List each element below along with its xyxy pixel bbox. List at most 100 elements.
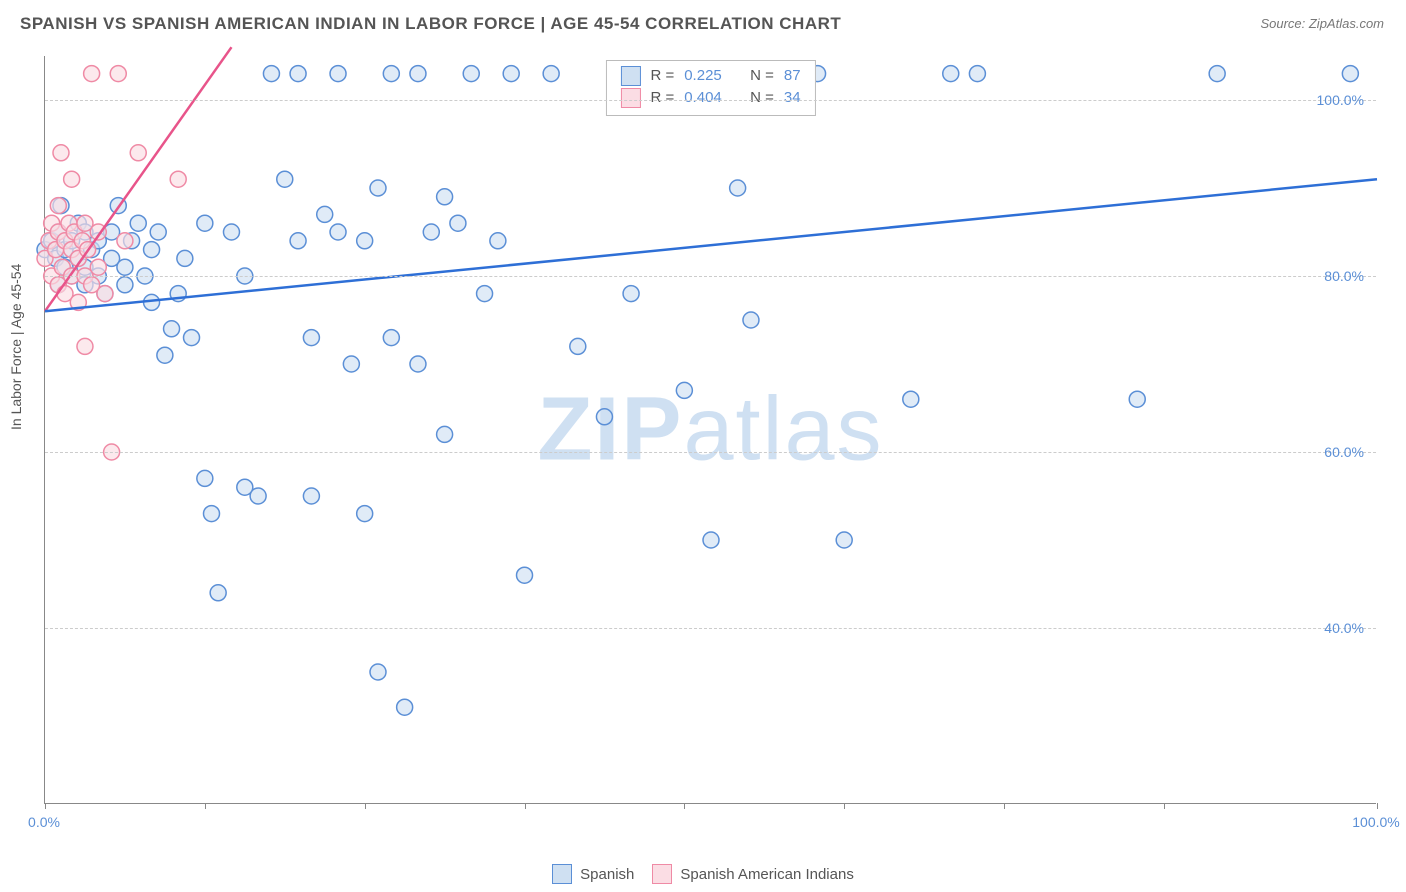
scatter-point bbox=[730, 180, 746, 196]
x-tick bbox=[1004, 803, 1005, 809]
scatter-point bbox=[204, 506, 220, 522]
stats-row-sai: R = 0.404 N = 34 bbox=[620, 87, 800, 109]
legend-item-sai: Spanish American Indians bbox=[652, 864, 853, 884]
y-tick-label: 60.0% bbox=[1324, 444, 1364, 460]
scatter-point bbox=[77, 338, 93, 354]
scatter-point bbox=[210, 585, 226, 601]
scatter-point bbox=[50, 198, 66, 214]
gridline-h bbox=[45, 100, 1376, 101]
scatter-point bbox=[223, 224, 239, 240]
x-tick bbox=[205, 803, 206, 809]
scatter-point bbox=[170, 171, 186, 187]
scatter-point bbox=[110, 66, 126, 82]
scatter-point bbox=[277, 171, 293, 187]
x-tick bbox=[1377, 803, 1378, 809]
x-tick bbox=[684, 803, 685, 809]
scatter-point bbox=[969, 66, 985, 82]
scatter-point bbox=[117, 277, 133, 293]
y-tick-label: 80.0% bbox=[1324, 268, 1364, 284]
swatch-spanish bbox=[620, 66, 640, 86]
scatter-point bbox=[343, 356, 359, 372]
r-value-sai: 0.404 bbox=[684, 87, 722, 109]
scatter-point bbox=[330, 66, 346, 82]
scatter-point bbox=[144, 242, 160, 258]
scatter-point bbox=[303, 330, 319, 346]
stats-row-spanish: R = 0.225 N = 87 bbox=[620, 65, 800, 87]
scatter-point bbox=[370, 664, 386, 680]
scatter-point bbox=[703, 532, 719, 548]
scatter-point bbox=[84, 66, 100, 82]
chart-title: SPANISH VS SPANISH AMERICAN INDIAN IN LA… bbox=[20, 14, 1386, 34]
scatter-point bbox=[64, 171, 80, 187]
scatter-point bbox=[903, 391, 919, 407]
legend-swatch-sai bbox=[652, 864, 672, 884]
scatter-point bbox=[290, 66, 306, 82]
scatter-point bbox=[197, 215, 213, 231]
r-value-spanish: 0.225 bbox=[684, 65, 722, 87]
scatter-point bbox=[317, 206, 333, 222]
scatter-point bbox=[130, 145, 146, 161]
x-tick bbox=[525, 803, 526, 809]
scatter-point bbox=[177, 250, 193, 266]
scatter-point bbox=[503, 66, 519, 82]
scatter-point bbox=[117, 259, 133, 275]
scatter-point bbox=[197, 470, 213, 486]
scatter-point bbox=[423, 224, 439, 240]
scatter-point bbox=[477, 286, 493, 302]
scatter-point bbox=[1129, 391, 1145, 407]
scatter-point bbox=[97, 286, 113, 302]
scatter-point bbox=[490, 233, 506, 249]
x-tick bbox=[365, 803, 366, 809]
scatter-point bbox=[623, 286, 639, 302]
n-value-sai: 34 bbox=[784, 87, 801, 109]
scatter-point bbox=[290, 233, 306, 249]
scatter-point bbox=[410, 66, 426, 82]
scatter-point bbox=[370, 180, 386, 196]
scatter-point bbox=[836, 532, 852, 548]
scatter-point bbox=[570, 338, 586, 354]
scatter-point bbox=[743, 312, 759, 328]
legend-label-sai: Spanish American Indians bbox=[680, 866, 853, 883]
scatter-point bbox=[250, 488, 266, 504]
scatter-point bbox=[450, 215, 466, 231]
scatter-point bbox=[463, 66, 479, 82]
y-tick-label: 40.0% bbox=[1324, 620, 1364, 636]
scatter-point bbox=[383, 66, 399, 82]
scatter-point bbox=[410, 356, 426, 372]
scatter-point bbox=[130, 215, 146, 231]
scatter-point bbox=[943, 66, 959, 82]
scatter-point bbox=[90, 259, 106, 275]
correlation-stats-box: R = 0.225 N = 87 R = 0.404 N = 34 bbox=[605, 60, 815, 116]
x-tick-label: 100.0% bbox=[1352, 814, 1399, 830]
scatter-point bbox=[184, 330, 200, 346]
x-tick-label: 0.0% bbox=[28, 814, 60, 830]
n-value-spanish: 87 bbox=[784, 65, 801, 87]
scatter-point bbox=[437, 426, 453, 442]
scatter-point bbox=[53, 145, 69, 161]
x-tick bbox=[45, 803, 46, 809]
scatter-point bbox=[676, 382, 692, 398]
legend-label-spanish: Spanish bbox=[580, 866, 634, 883]
swatch-sai bbox=[620, 88, 640, 108]
scatter-point bbox=[1209, 66, 1225, 82]
legend-swatch-spanish bbox=[552, 864, 572, 884]
scatter-point bbox=[397, 699, 413, 715]
scatter-point bbox=[357, 233, 373, 249]
legend-bottom: Spanish Spanish American Indians bbox=[0, 864, 1406, 884]
chart-plot-area: ZIPatlas R = 0.225 N = 87 R = 0.404 N = … bbox=[44, 56, 1376, 804]
scatter-svg bbox=[45, 56, 1376, 803]
scatter-point bbox=[543, 66, 559, 82]
scatter-point bbox=[330, 224, 346, 240]
y-axis-label: In Labor Force | Age 45-54 bbox=[8, 264, 24, 430]
scatter-point bbox=[517, 567, 533, 583]
scatter-point bbox=[164, 321, 180, 337]
gridline-h bbox=[45, 276, 1376, 277]
gridline-h bbox=[45, 628, 1376, 629]
gridline-h bbox=[45, 452, 1376, 453]
trend-line bbox=[45, 179, 1377, 311]
scatter-point bbox=[303, 488, 319, 504]
x-tick bbox=[1164, 803, 1165, 809]
x-tick bbox=[844, 803, 845, 809]
source-label: Source: ZipAtlas.com bbox=[1260, 16, 1384, 31]
legend-item-spanish: Spanish bbox=[552, 864, 634, 884]
